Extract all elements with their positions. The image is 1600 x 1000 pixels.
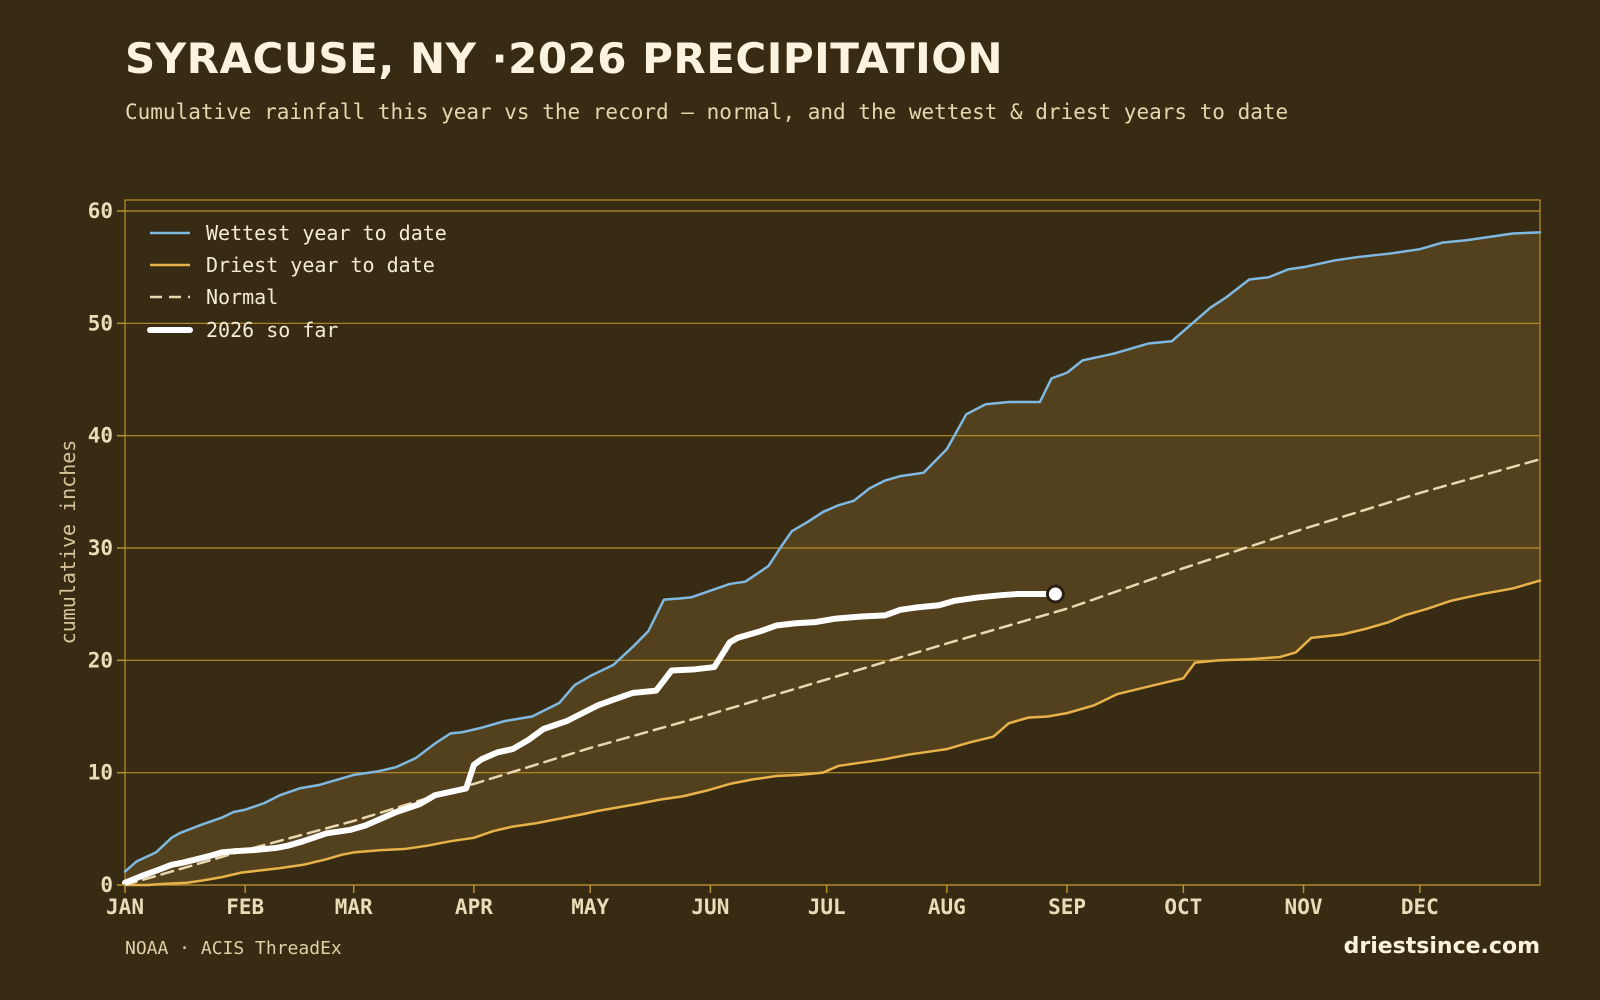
- y-tick-label: 60: [88, 199, 113, 223]
- y-tick-label: 10: [88, 761, 113, 785]
- x-tick-label: JUL: [808, 895, 846, 919]
- chart-title: SYRACUSE, NY ·2026 PRECIPITATION: [125, 34, 1004, 83]
- legend-label-wettest: Wettest year to date: [206, 221, 447, 245]
- wet-dry-band: [125, 232, 1540, 886]
- brand-link[interactable]: driestsince.com: [1343, 934, 1540, 959]
- axis-layer: 0 10 20 30 40 50 60 JAN FEB MAR APR MAY JUN JUL AUG SEP…: [88, 199, 1439, 919]
- x-tick-label: OCT: [1164, 895, 1202, 919]
- x-tick-label: AUG: [928, 895, 966, 919]
- legend-label-driest: Driest year to date: [206, 253, 435, 277]
- x-tick-label: JUN: [691, 895, 729, 919]
- x-tick-label: MAY: [571, 895, 609, 919]
- grid-layer: [124, 199, 1541, 886]
- y-axis-label: cumulative inches: [56, 440, 80, 645]
- band-layer: [125, 232, 1540, 886]
- chart-subtitle: Cumulative rainfall this year vs the rec…: [125, 100, 1289, 124]
- x-tick-label: MAR: [335, 895, 373, 919]
- legend-label-current: 2026 so far: [206, 318, 338, 342]
- source-note: NOAA · ACIS ThreadEx: [125, 938, 342, 959]
- driest-line: [123, 579, 1542, 887]
- x-tick-label: FEB: [226, 895, 264, 919]
- x-tick-label: APR: [455, 895, 493, 919]
- wettest-line: [123, 231, 1542, 873]
- series-layer: [122, 231, 1542, 887]
- legend: Wettest year to date Driest year to date…: [147, 221, 447, 342]
- y-tick-label: 20: [88, 648, 113, 672]
- y-tick-label: 40: [88, 424, 113, 448]
- legend-label-normal: Normal: [206, 285, 278, 309]
- x-tick-label: SEP: [1048, 895, 1086, 919]
- y-tick-label: 30: [88, 536, 113, 560]
- y-tick-label: 50: [88, 311, 113, 335]
- x-tick-label: NOV: [1285, 895, 1323, 919]
- x-tick-label: JAN: [106, 895, 144, 919]
- x-tick-label: DEC: [1401, 895, 1439, 919]
- current-value-marker: [1045, 584, 1065, 604]
- current-year-line: [122, 591, 1059, 886]
- y-tick-label: 0: [100, 873, 113, 897]
- normal-line: [123, 458, 1542, 887]
